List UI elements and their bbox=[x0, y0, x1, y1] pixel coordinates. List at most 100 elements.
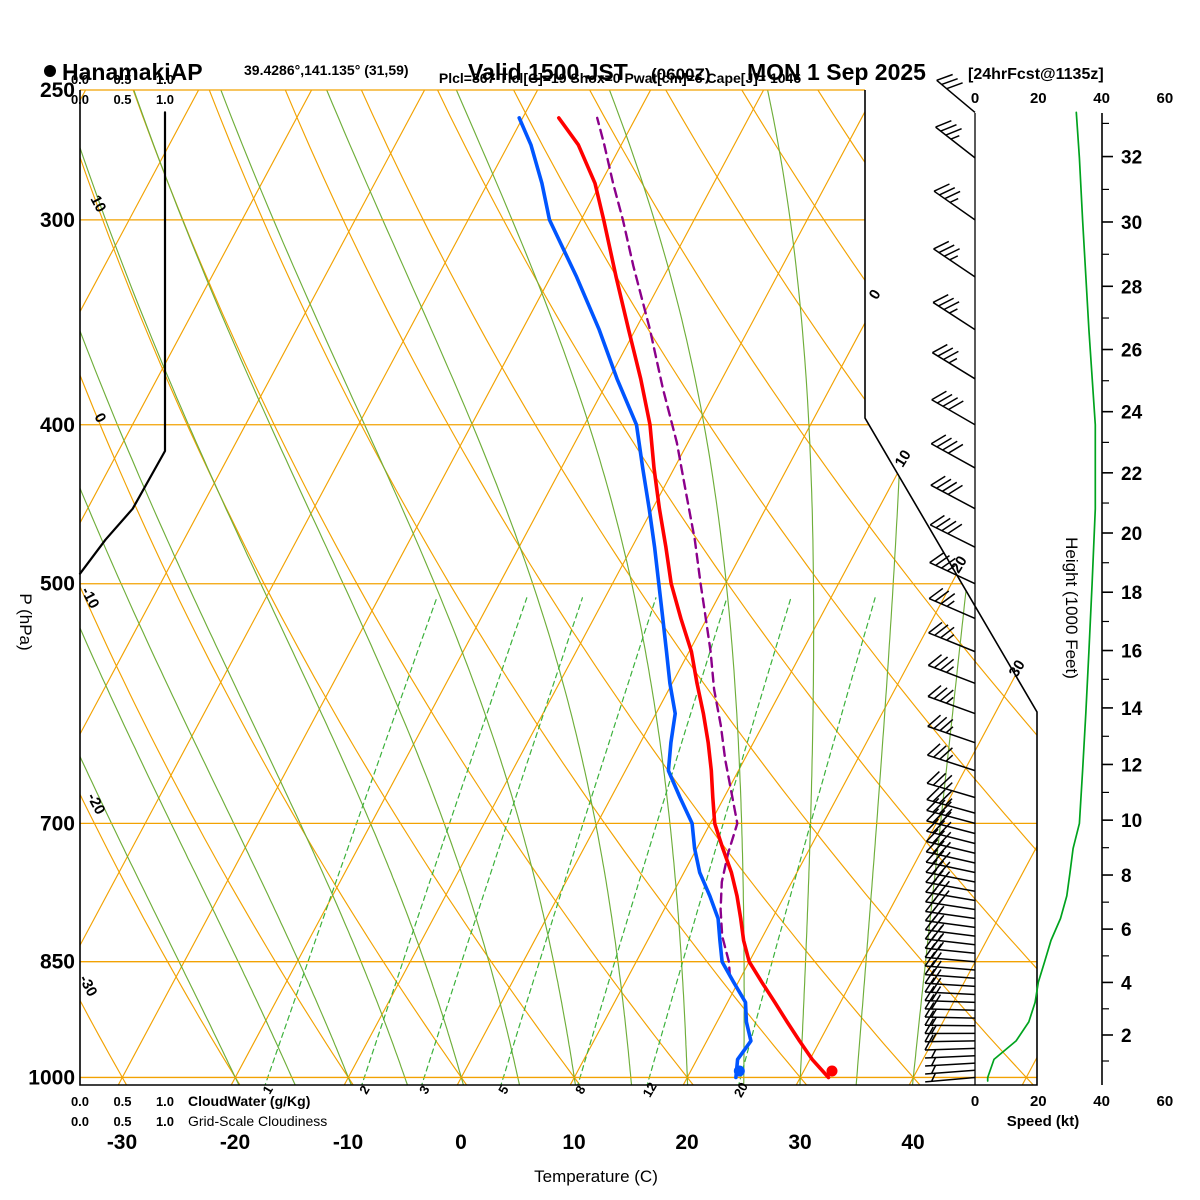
wind-barb-staff bbox=[933, 248, 976, 278]
wind-barb-feather bbox=[945, 128, 962, 136]
wind-barb-feather bbox=[931, 943, 943, 959]
pressure-tick-label: 500 bbox=[40, 573, 75, 596]
isotherm-label: 30 bbox=[1006, 657, 1029, 680]
moist-adiabat-line bbox=[320, 90, 636, 1085]
wind-barb-feather bbox=[926, 797, 940, 811]
isotherm-line bbox=[567, 90, 1037, 1085]
wind-barb-feather bbox=[938, 831, 952, 846]
wind-barb-feather bbox=[940, 626, 955, 639]
wind-barb-feather bbox=[926, 787, 940, 801]
wind-barb-staff bbox=[925, 929, 976, 937]
height-tick-label: 8 bbox=[1121, 866, 1132, 887]
mixing-ratio-label: 20 bbox=[731, 1080, 751, 1100]
speed-tick-label: 40 bbox=[1093, 1093, 1110, 1110]
dewpoint-line bbox=[517, 116, 753, 1080]
speed-axis-title: Speed (kt) bbox=[1007, 1113, 1080, 1130]
speed-tick-label: 40 bbox=[1093, 90, 1110, 107]
wind-barb-staff bbox=[925, 1055, 976, 1059]
cloud-scale-tick-label: 0.0 bbox=[71, 1094, 89, 1109]
dry-adiabat-line bbox=[80, 90, 384, 1085]
dry-adiabat-line bbox=[584, 90, 1037, 1085]
wind-barb-feather bbox=[946, 82, 963, 90]
wind-barb-feather bbox=[930, 434, 947, 445]
wind-barb-staff bbox=[925, 881, 976, 893]
isotherm-line bbox=[80, 90, 315, 1085]
wind-barb-half-feather bbox=[946, 666, 954, 673]
wind-barb-feather bbox=[932, 772, 947, 786]
wind-barb-staff bbox=[929, 561, 976, 585]
wind-barb-feather bbox=[933, 656, 949, 669]
wind-barb-half-feather bbox=[930, 1049, 937, 1059]
wind-barb-staff bbox=[925, 965, 976, 971]
height-tick-label: 18 bbox=[1121, 583, 1142, 604]
dry-adiabat-line bbox=[205, 90, 845, 1085]
wind-barb-staff bbox=[925, 901, 976, 911]
isotherm-labels: 0 10 20 30 bbox=[866, 287, 1029, 681]
valid-date: MON 1 Sep 2025 bbox=[747, 59, 926, 85]
wind-barb-feather bbox=[924, 1018, 935, 1034]
wind-barb-staff bbox=[930, 484, 976, 510]
plot-frame bbox=[79, 90, 1038, 1086]
wind-barb-feather bbox=[941, 481, 958, 492]
wind-barb-feather bbox=[926, 808, 940, 822]
wind-barb-feather bbox=[932, 343, 948, 354]
isotherm-line bbox=[80, 90, 541, 1085]
dry-adiabat-line bbox=[736, 90, 1037, 1085]
dry-adiabat-line bbox=[80, 90, 153, 1085]
wind-barb-feather bbox=[924, 994, 935, 1010]
wind-barb-feather bbox=[938, 801, 952, 815]
moist-adiabat-line bbox=[852, 90, 907, 1085]
temperature-tick-label: 10 bbox=[562, 1131, 585, 1154]
wind-barb-feather bbox=[939, 689, 954, 702]
wind-barb-feather bbox=[931, 390, 947, 401]
wind-barb-feather bbox=[924, 924, 937, 940]
isotherm-line bbox=[341, 90, 880, 1085]
speed-line bbox=[986, 111, 1097, 1082]
pressure-tick-labels: 250 300 400 500 700 850 1000 bbox=[28, 79, 75, 1089]
wind-barb-half-feather bbox=[930, 1057, 937, 1066]
wind-barb-feather bbox=[924, 1026, 934, 1043]
dry-adiabat-line bbox=[432, 90, 1037, 1085]
wind-barb-feather bbox=[930, 475, 946, 486]
dry-adiabat-label: -30 bbox=[75, 972, 100, 999]
wind-barb-feather bbox=[944, 190, 961, 200]
wind-barb-feather bbox=[930, 969, 942, 985]
wind-barb-feather bbox=[938, 811, 952, 825]
wind-barb-feather bbox=[935, 554, 950, 566]
wind-barb-feather bbox=[931, 850, 945, 864]
pressure-tick-label: 850 bbox=[40, 951, 75, 974]
wind-barb-feather bbox=[925, 818, 939, 832]
speed-tick-label: 0 bbox=[971, 1093, 979, 1110]
wind-barb-staff bbox=[925, 891, 976, 902]
pressure-axis-title: P (hPa) bbox=[16, 593, 35, 650]
wind-barb-feather bbox=[943, 301, 960, 311]
isotherm-line bbox=[906, 90, 1037, 1085]
wind-barb-staff bbox=[925, 1062, 976, 1067]
wind-barb-feather bbox=[936, 73, 953, 82]
wind-barb-staff bbox=[925, 910, 976, 920]
height-tick-label: 2 bbox=[1121, 1026, 1132, 1047]
wind-barb-half-feather bbox=[930, 1033, 937, 1043]
dry-adiabat-line bbox=[281, 90, 961, 1085]
wind-barb-feather bbox=[933, 183, 950, 192]
wind-barb-feather bbox=[924, 942, 936, 958]
cloud-scale-labels: 0.0 0.5 1.0 0.0 0.5 1.0 0.0 0.5 1.0 0.0 0.5 1.0 bbox=[71, 72, 174, 1129]
wind-barb-feather bbox=[925, 828, 939, 843]
wind-barb-staff bbox=[924, 1040, 976, 1043]
pressure-tick-label: 1000 bbox=[28, 1066, 75, 1089]
wind-barb-feather bbox=[930, 977, 942, 993]
mixing-ratio-line bbox=[251, 597, 438, 1085]
dry-adiabat-line bbox=[80, 90, 268, 1085]
height-tick-label: 14 bbox=[1121, 699, 1143, 720]
wind-barb-feather bbox=[936, 393, 953, 404]
dry-adiabat-label: 10 bbox=[87, 193, 110, 216]
wind-barb-feather bbox=[925, 838, 939, 853]
wind-barb-feather bbox=[928, 587, 944, 600]
wind-barb-feather bbox=[932, 840, 945, 854]
wind-barb-staff bbox=[931, 352, 976, 380]
pressure-tick-label: 250 bbox=[40, 79, 75, 102]
wind-barb-half-feather bbox=[950, 135, 960, 140]
dry-adiabat-label: -20 bbox=[83, 790, 108, 817]
data-layer bbox=[78, 73, 1097, 1086]
wind-barb-feather bbox=[925, 868, 938, 883]
